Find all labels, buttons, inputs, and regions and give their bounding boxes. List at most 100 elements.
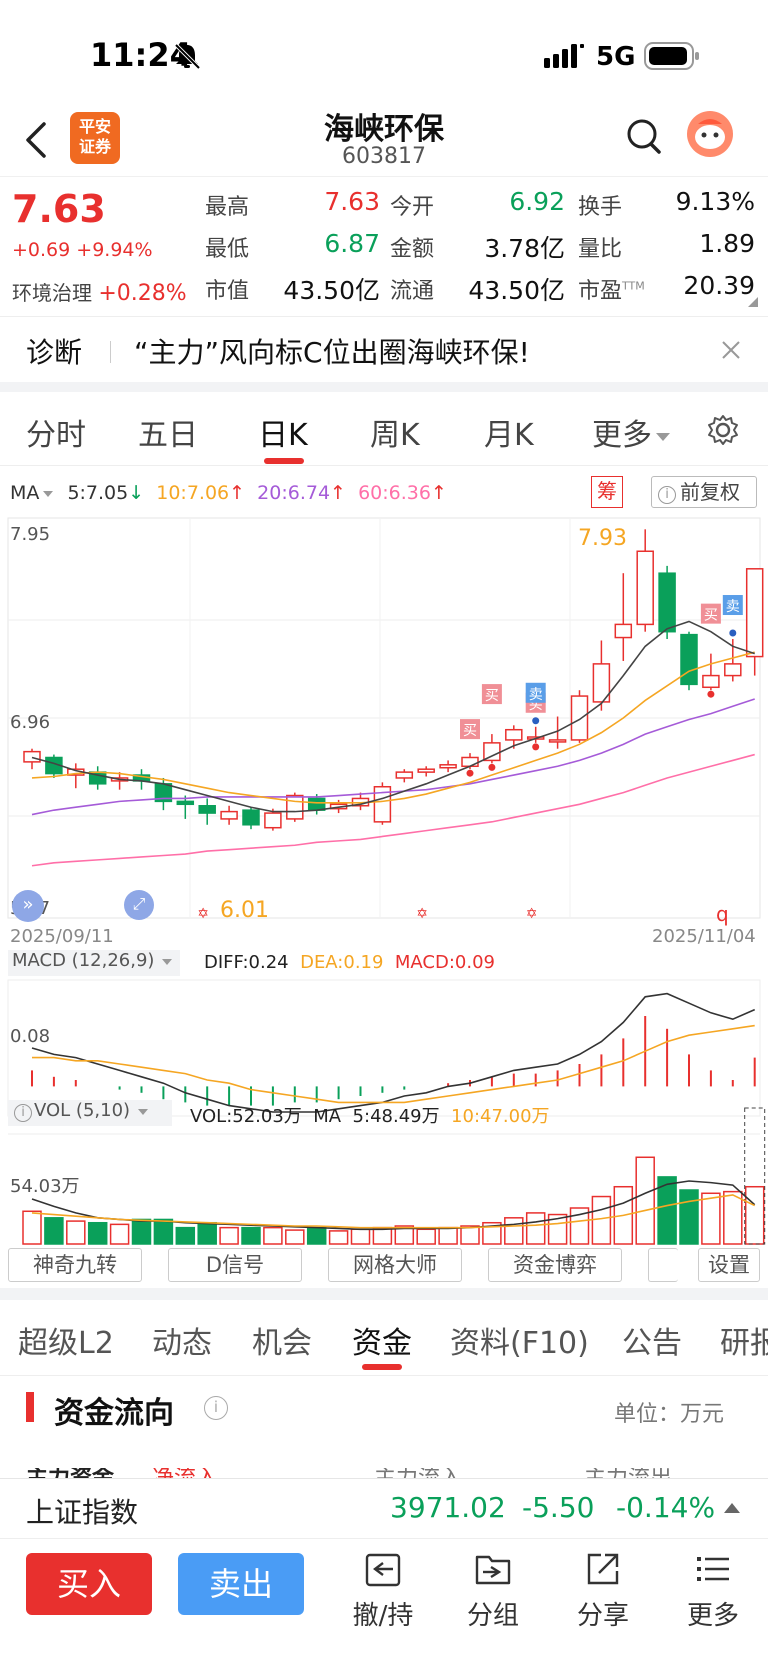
sell-dot [729, 629, 737, 637]
candle-body [264, 812, 282, 829]
tab-funds[interactable]: 资金 [352, 1326, 412, 1361]
share-button[interactable]: 分享 [558, 1549, 648, 1632]
tab-news[interactable]: 动态 [152, 1326, 212, 1361]
separator [0, 1288, 768, 1300]
adjust-label: 前复权 [680, 480, 740, 504]
tab-weekly-k[interactable]: 周K [370, 418, 420, 453]
separator [0, 382, 768, 392]
buy-marker [700, 603, 721, 624]
vol-ma10-line [31, 1194, 756, 1229]
diagnosis-banner[interactable]: 诊断 “主力”风向标C位出圈海峡环保! [0, 316, 768, 382]
volume-bar [482, 1221, 502, 1245]
sell-marker [525, 682, 546, 703]
scroll-left-icon[interactable]: » [12, 890, 44, 922]
info-icon[interactable]: i [204, 1396, 228, 1420]
buy-dot [466, 769, 474, 777]
volume-bar [591, 1195, 612, 1245]
candle-body [745, 568, 764, 658]
volume-bar [460, 1225, 480, 1245]
tab-daily-k[interactable]: 日K [258, 418, 308, 453]
diff-line [31, 992, 756, 1113]
vol-selector[interactable]: i VOL (5,10) [8, 1100, 172, 1126]
volume-bar [328, 1230, 349, 1245]
vol-value: VOL:52.03万 [190, 1106, 302, 1127]
chevron-up-icon[interactable] [724, 1503, 740, 1513]
up-arrow-icon: ↑ [430, 482, 447, 504]
date-end: 2025/11/04 [652, 926, 756, 947]
macd-label: MACD (12,26,9) [12, 950, 155, 971]
quote-label: 最低 [205, 237, 250, 262]
dropdown-icon [162, 958, 173, 965]
dropdown-icon[interactable] [43, 491, 54, 497]
undo-hold-button[interactable]: 撤/持 [338, 1549, 428, 1632]
date-start: 2025/09/11 [10, 926, 114, 947]
sell-button[interactable]: 卖出 [178, 1553, 304, 1615]
buy-marker-label: 买 [463, 723, 477, 739]
candle-body [592, 663, 611, 703]
volume-bar [263, 1226, 283, 1245]
more-icon [697, 1557, 729, 1581]
back-arrow-icon[interactable] [24, 120, 48, 160]
sector-info[interactable]: 环境治理 +0.28% [12, 277, 187, 306]
chip-button[interactable]: 筹 [591, 476, 623, 508]
search-icon[interactable] [626, 118, 662, 156]
tab-monthly-k[interactable]: 月K [484, 418, 534, 453]
tab-opportunity[interactable]: 机会 [252, 1326, 312, 1361]
more-button[interactable]: 更多 [668, 1549, 758, 1632]
fund-flow-title: 资金流向 [54, 1396, 174, 1431]
info-icon: i [658, 486, 676, 504]
more-label: 更多 [686, 1601, 739, 1631]
tab-more[interactable]: 更多 [592, 410, 670, 454]
d-signal-button[interactable]: D信号 [168, 1248, 302, 1282]
broker-logo[interactable]: 平安 证券 [70, 112, 120, 164]
fund-game-button[interactable]: 资金博弈 [488, 1248, 622, 1282]
group-button[interactable]: 分组 [448, 1549, 538, 1632]
fund-flow-col1: 主力资金 [26, 1468, 114, 1478]
buy-marker-label: 买 [485, 688, 499, 704]
candle-body [286, 794, 304, 820]
fullscreen-icon[interactable]: ⤢ [124, 890, 154, 920]
tab-intraday[interactable]: 分时 [26, 418, 86, 453]
candle-body [373, 785, 392, 823]
magic-nine-button[interactable]: 神奇九转 [8, 1248, 142, 1282]
event-star-icon: ✡ [197, 906, 209, 922]
index-bar[interactable]: 上证指数 3971.02 -5.50 -0.14% [0, 1478, 768, 1538]
expand-corner-icon[interactable] [748, 297, 758, 307]
volume-bar [153, 1218, 174, 1245]
avatar[interactable] [686, 110, 734, 158]
gear-icon[interactable] [707, 414, 739, 446]
tab-announcements[interactable]: 公告 [622, 1326, 682, 1361]
macd-selector[interactable]: MACD (12,26,9) [8, 950, 180, 976]
dea-value: DEA:0.19 [300, 952, 384, 973]
buy-button[interactable]: 买入 [26, 1553, 152, 1615]
candle-body [461, 756, 479, 768]
current-candle-highlight [744, 1107, 766, 1245]
close-icon[interactable] [720, 339, 742, 361]
candle-body [636, 550, 654, 626]
quote-label: 流通 [390, 279, 435, 304]
period-tabs: 分时 五日 日K 周K 月K 更多 [0, 392, 768, 466]
ma-label: MA [10, 482, 40, 504]
grid-master-button[interactable]: 网格大师 [328, 1248, 462, 1282]
tab-research[interactable]: 研报 [720, 1326, 768, 1361]
fund-flow-header-peek: 主力资金 净流入 主力流入 主力流出 [0, 1468, 768, 1478]
volume-bar [372, 1226, 393, 1245]
index-change-pct: -0.14% [616, 1491, 716, 1524]
tab-super-l2[interactable]: 超级L2 [18, 1326, 114, 1361]
adjust-button[interactable]: i 前复权 [651, 476, 757, 508]
sector-pct: +0.28% [98, 281, 187, 306]
diagnosis-text: “主力”风向标C位出圈海峡环保! [134, 336, 530, 369]
more-indicator-button[interactable] [648, 1248, 678, 1282]
kline-chart-area[interactable]: MA 5:7.05↓ 10:7.06↑ 20:6.74↑ 60:6.36↑ 筹 … [0, 466, 768, 1246]
ma60-value: 60:6.36 [358, 482, 431, 504]
fund-flow-col4: 主力流出 [584, 1468, 672, 1478]
fund-flow-unit: 单位：万元 [614, 1402, 725, 1427]
network-label: 5G [596, 42, 636, 72]
tab-f10[interactable]: 资料(F10) [450, 1326, 589, 1361]
tab-five-day[interactable]: 五日 [138, 418, 198, 453]
tab-more-label: 更多 [592, 418, 652, 453]
settings-button[interactable]: 设置 [698, 1248, 760, 1282]
candle-body [614, 623, 633, 639]
candle-body [395, 771, 414, 779]
status-time: 11:24 [90, 36, 192, 74]
